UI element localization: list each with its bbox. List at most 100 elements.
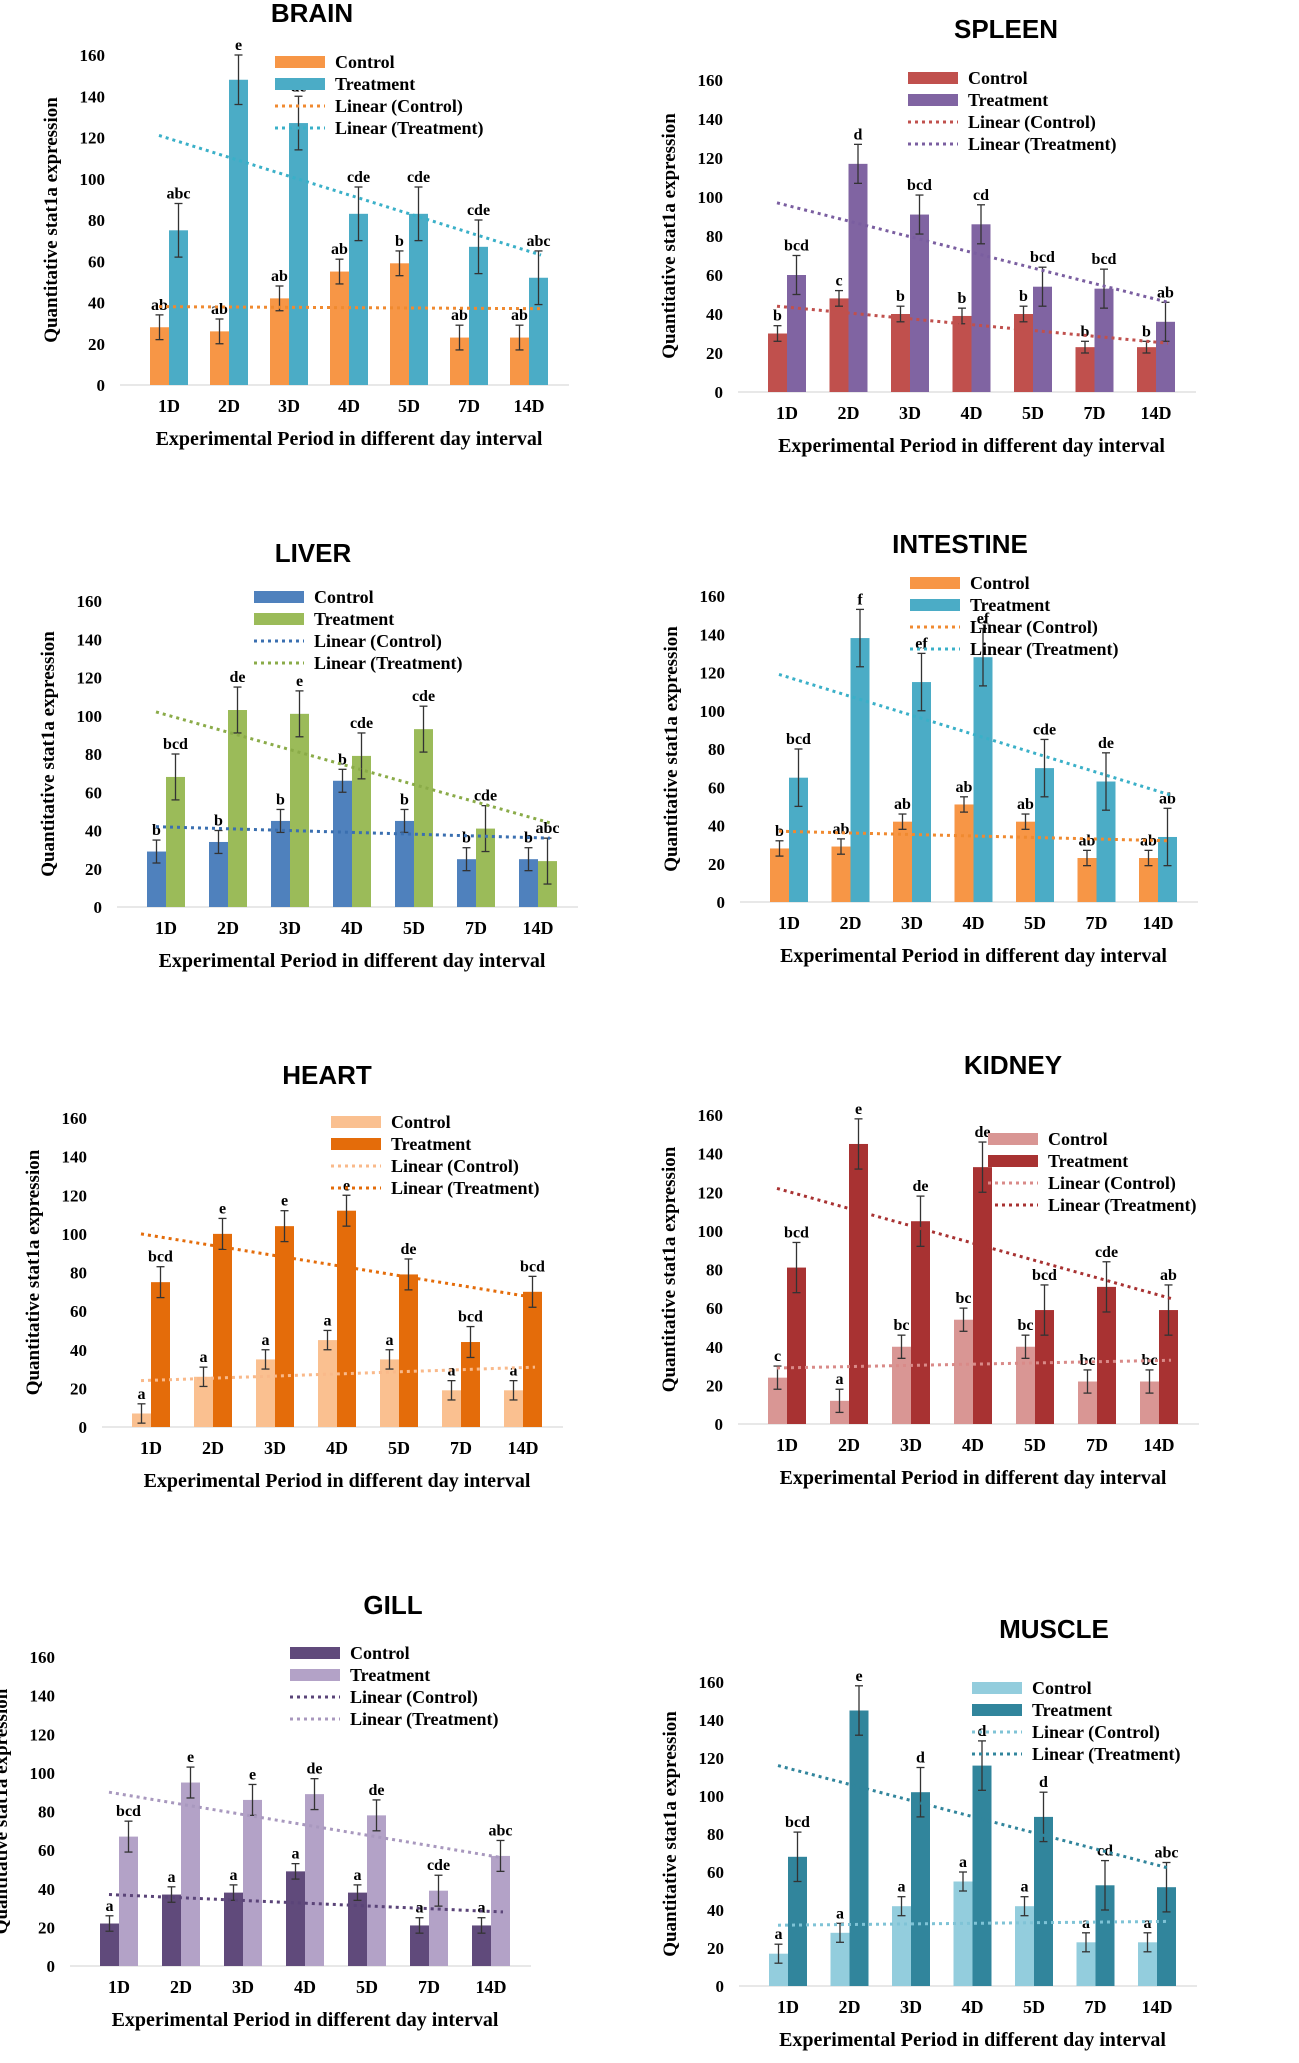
- control-significance-label: a: [836, 1371, 844, 1388]
- treatment-significance-label: e: [219, 1200, 226, 1217]
- x-tick-label: 2D: [839, 1997, 861, 2017]
- legend-label: Linear (Control): [1032, 1722, 1160, 1743]
- control-significance-label: b: [338, 751, 347, 768]
- treatment-bar-2D: [229, 79, 248, 385]
- y-axis-label: Quantitative stat1a expression: [41, 97, 62, 343]
- y-tick-label: 100: [698, 1222, 724, 1241]
- treatment-bar-3D: [290, 713, 309, 907]
- control-significance-label: b: [958, 290, 967, 307]
- x-tick-label: 4D: [962, 1435, 984, 1455]
- treatment-bar-7D: [1097, 1286, 1116, 1424]
- y-tick-label: 140: [77, 630, 103, 649]
- control-bar-4D: [333, 780, 352, 907]
- legend-label: Treatment: [335, 74, 415, 94]
- control-bar-2D: [831, 846, 851, 902]
- treatment-bar-1D: [788, 1856, 807, 1986]
- chart-muscle: MUSCLE 0 20 40 60 80 100 120 140 160 Quantitative …: [660, 1614, 1197, 2051]
- y-axis-label: Quantitative stat1a expression: [23, 1149, 44, 1395]
- x-tick-label: 5D: [1024, 1435, 1046, 1455]
- treatment-bar-5D: [367, 1815, 386, 1966]
- x-axis-label: Experimental Period in different day int…: [778, 435, 1165, 457]
- x-axis-label: Experimental Period in different day int…: [780, 945, 1167, 967]
- x-tick-label: 14D: [508, 1438, 539, 1458]
- y-tick-label: 0: [715, 1415, 724, 1434]
- y-axis-label: Quantitative stat1a expression: [659, 113, 680, 359]
- x-tick-label: 4D: [962, 1997, 984, 2017]
- trendline-control: [108, 1893, 504, 1914]
- y-tick-label: 120: [700, 664, 726, 683]
- trendline-control: [778, 829, 1171, 843]
- x-tick-label: 4D: [338, 396, 360, 416]
- control-bar-14D: [519, 859, 538, 907]
- treatment-bar-3D: [911, 1221, 930, 1424]
- control-significance-label: a: [478, 1900, 486, 1917]
- control-significance-label: bc: [894, 1317, 910, 1334]
- x-tick-label: 1D: [108, 1977, 130, 1997]
- chart-spleen: SPLEEN 0 20 40 60 80 100 120 140 160 Quantitative …: [659, 14, 1196, 457]
- x-axis-label: Experimental Period in different day int…: [779, 2029, 1166, 2051]
- legend-swatch: [988, 1133, 1038, 1145]
- control-bar-2D: [210, 331, 229, 385]
- x-tick-label: 2D: [840, 913, 862, 933]
- legend-swatch: [275, 56, 325, 68]
- y-tick-label: 100: [700, 702, 726, 721]
- legend-swatch: [331, 1138, 381, 1150]
- control-bar-14D: [1137, 347, 1156, 392]
- treatment-bar-14D: [1156, 321, 1175, 392]
- control-bar-5D: [1016, 1346, 1035, 1424]
- treatment-significance-label: e: [296, 673, 303, 690]
- control-bar-4D: [952, 315, 972, 392]
- control-significance-label: b: [400, 791, 409, 808]
- legend-label: Linear (Treatment): [335, 118, 483, 139]
- treatment-significance-label: ab: [1157, 284, 1174, 301]
- trendline-treatment: [776, 1186, 1172, 1300]
- control-bar-1D: [768, 333, 787, 392]
- treatment-significance-label: e: [855, 1101, 862, 1118]
- treatment-bar-1D: [119, 1836, 138, 1966]
- treatment-significance-label: bcd: [520, 1258, 545, 1275]
- y-tick-label: 120: [62, 1186, 88, 1205]
- y-tick-label: 80: [707, 1825, 724, 1844]
- control-significance-label: a: [510, 1363, 518, 1380]
- treatment-bar-4D: [973, 1167, 992, 1424]
- x-tick-label: 14D: [1142, 1997, 1173, 2017]
- legend-swatch: [290, 1647, 340, 1659]
- control-bar-3D: [892, 1906, 911, 1986]
- control-bar-2D: [830, 1932, 850, 1986]
- y-tick-label: 140: [30, 1687, 56, 1706]
- y-tick-label: 100: [699, 1787, 725, 1806]
- legend-swatch: [908, 72, 958, 84]
- treatment-bar-1D: [151, 1282, 170, 1427]
- legend-swatch: [988, 1155, 1038, 1167]
- control-bar-2D: [829, 298, 849, 392]
- legend-swatch: [290, 1669, 340, 1681]
- legend-swatch: [910, 599, 960, 611]
- control-bar-7D: [1077, 858, 1097, 902]
- treatment-significance-label: e: [855, 1668, 862, 1685]
- control-bar-7D: [442, 1390, 461, 1427]
- treatment-bar-4D: [971, 224, 991, 392]
- legend-swatch: [275, 78, 325, 90]
- control-bar-1D: [768, 1377, 787, 1424]
- treatment-bar-7D: [429, 1890, 448, 1966]
- treatment-significance-label: cde: [467, 202, 490, 219]
- treatment-bar-3D: [911, 1792, 930, 1986]
- treatment-significance-label: cde: [1033, 721, 1056, 738]
- treatment-significance-label: ab: [1160, 1267, 1177, 1284]
- treatment-significance-label: de: [975, 1124, 991, 1141]
- y-tick-label: 20: [706, 1376, 723, 1395]
- treatment-bar-2D: [181, 1782, 200, 1966]
- treatment-significance-label: de: [369, 1782, 385, 1799]
- x-tick-label: 1D: [158, 396, 180, 416]
- control-bar-4D: [286, 1871, 305, 1966]
- y-tick-label: 140: [698, 1145, 724, 1164]
- x-axis-label: Experimental Period in different day int…: [144, 1470, 531, 1492]
- y-tick-label: 40: [38, 1880, 55, 1899]
- legend-label: Control: [335, 52, 395, 72]
- x-tick-label: 14D: [1143, 913, 1174, 933]
- control-bar-4D: [954, 1319, 973, 1424]
- x-tick-label: 4D: [294, 1977, 316, 1997]
- control-significance-label: a: [138, 1386, 146, 1403]
